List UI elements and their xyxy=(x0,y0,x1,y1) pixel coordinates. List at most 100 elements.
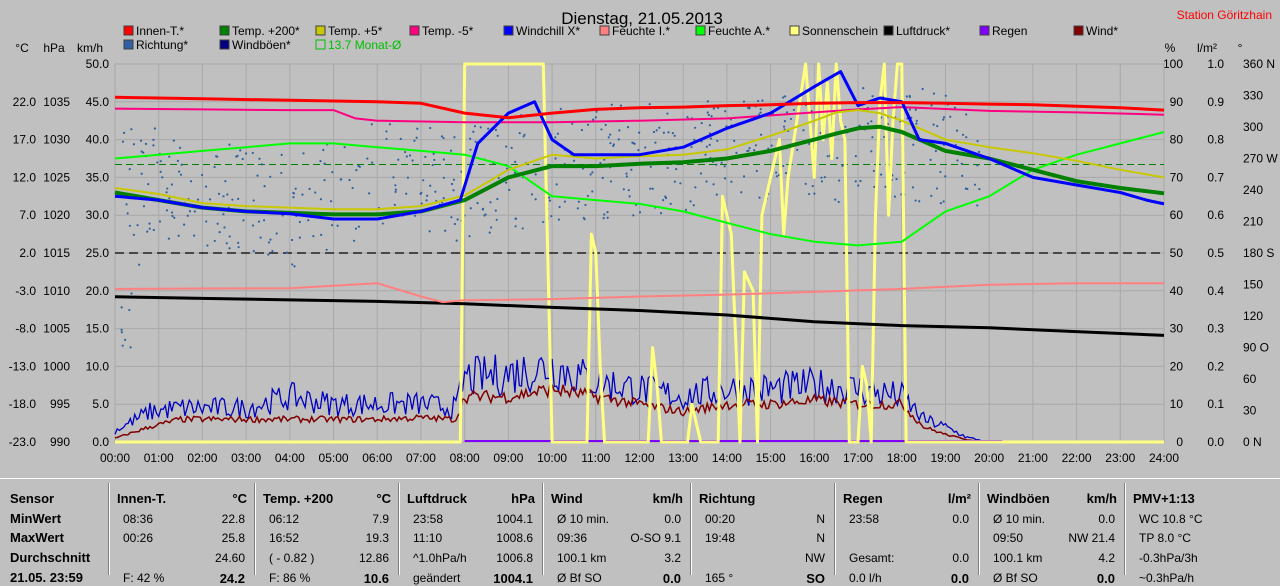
direction-dot xyxy=(156,161,159,164)
direction-dot xyxy=(281,214,284,217)
direction-dot xyxy=(323,178,326,182)
tick-label-wind_kmh: 10.0 xyxy=(86,359,110,373)
direction-dot xyxy=(523,133,526,136)
direction-dot xyxy=(172,139,175,142)
direction-dot xyxy=(442,158,445,161)
direction-dot xyxy=(871,95,874,98)
plot-series xyxy=(114,62,1165,444)
direction-dot xyxy=(935,187,939,190)
direction-dot xyxy=(291,238,294,242)
direction-dot xyxy=(914,108,917,111)
direction-dot xyxy=(393,203,396,206)
direction-dot xyxy=(159,160,162,163)
direction-dot xyxy=(789,117,793,121)
direction-dot xyxy=(433,158,436,162)
direction-dot xyxy=(168,155,171,158)
direction-dot xyxy=(222,195,225,198)
direction-dot xyxy=(836,156,839,160)
direction-dot xyxy=(559,107,562,110)
legend-swatch xyxy=(695,25,706,36)
cell-unit: km/h xyxy=(652,491,683,506)
direction-dot xyxy=(584,203,587,207)
x-tick-label: 12:00 xyxy=(624,451,654,465)
x-tick-label: 20:00 xyxy=(974,451,1004,465)
direction-dot xyxy=(700,121,703,125)
direction-dot xyxy=(237,246,240,249)
series-temp-5 xyxy=(114,106,1165,124)
direction-dot xyxy=(939,202,943,205)
direction-dot xyxy=(694,186,697,189)
direction-dot xyxy=(709,137,713,140)
tick-label-temp_c: 2.0 xyxy=(19,246,36,260)
direction-dot xyxy=(655,129,658,132)
direction-dot xyxy=(208,198,212,201)
direction-dot xyxy=(953,106,956,109)
tick-label-rain_lm2: 0.7 xyxy=(1207,170,1224,184)
tick-label-rain_lm2: 0.4 xyxy=(1207,284,1224,298)
direction-dot xyxy=(130,128,133,131)
direction-dot xyxy=(804,182,807,185)
direction-dot xyxy=(146,230,149,233)
direction-dot xyxy=(595,110,598,113)
direction-dot xyxy=(521,227,524,230)
direction-dot xyxy=(494,209,497,212)
direction-dot xyxy=(534,173,537,176)
direction-dot xyxy=(280,153,283,156)
cell-avg-r: 24.60 xyxy=(214,551,245,565)
legend-swatch xyxy=(599,25,610,36)
tick-label-humidity_pct: 70 xyxy=(1170,170,1184,184)
direction-dot xyxy=(662,199,665,202)
direction-dot xyxy=(838,179,841,182)
direction-dot xyxy=(405,155,408,158)
direction-dot xyxy=(939,170,942,174)
direction-dot xyxy=(554,136,557,139)
direction-dot xyxy=(406,176,410,179)
direction-dot xyxy=(591,190,594,193)
direction-dot xyxy=(600,128,603,131)
direction-dot xyxy=(469,137,472,140)
direction-dot xyxy=(770,144,773,147)
cell-last-l: F: 42 % xyxy=(123,571,165,585)
direction-dot xyxy=(961,133,965,136)
x-tick-label: 05:00 xyxy=(319,451,349,465)
direction-dot xyxy=(675,167,678,171)
direction-dot xyxy=(707,113,710,117)
direction-dot xyxy=(188,210,192,213)
direction-dot xyxy=(323,162,326,165)
direction-dot xyxy=(690,145,693,149)
direction-dot xyxy=(619,104,623,107)
direction-dot xyxy=(329,200,333,203)
direction-dot xyxy=(977,150,981,154)
direction-dot xyxy=(132,233,135,236)
direction-dot xyxy=(715,193,718,196)
direction-dot xyxy=(252,249,255,253)
legend-label: Richtung* xyxy=(136,38,188,52)
direction-dot xyxy=(494,128,498,132)
direction-dot xyxy=(823,176,826,179)
legend-label: 13.7 Monat-Ø xyxy=(328,38,401,52)
tick-label-humidity_pct: 0 xyxy=(1176,435,1183,449)
direction-dot xyxy=(452,189,455,192)
direction-dot xyxy=(664,195,667,198)
cell-last-l: Ø Bf SO xyxy=(557,571,602,585)
direction-dot xyxy=(497,176,500,180)
cell-max-time: 09:50 xyxy=(993,531,1024,545)
direction-dot xyxy=(257,220,261,223)
direction-dot xyxy=(189,180,193,183)
axis-unit-direction_deg: ° xyxy=(1238,41,1243,55)
tick-label-temp_c: -13.0 xyxy=(9,359,37,373)
tick-label-direction_deg: 210 xyxy=(1243,215,1263,229)
tick-label-wind_kmh: 20.0 xyxy=(86,284,110,298)
cell-last-l: geändert xyxy=(413,571,461,585)
cell-min-val: 0.0 xyxy=(1098,512,1115,526)
direction-dot xyxy=(442,196,445,200)
tick-label-humidity_pct: 80 xyxy=(1170,133,1184,147)
series-temp-5 xyxy=(114,109,1165,211)
series-innen-t xyxy=(114,95,1165,120)
direction-dot xyxy=(322,148,325,152)
direction-dot xyxy=(669,202,672,205)
direction-dot xyxy=(434,190,437,193)
direction-dot xyxy=(413,214,417,217)
x-tick-label: 02:00 xyxy=(187,451,217,465)
tick-label-humidity_pct: 50 xyxy=(1170,246,1184,260)
